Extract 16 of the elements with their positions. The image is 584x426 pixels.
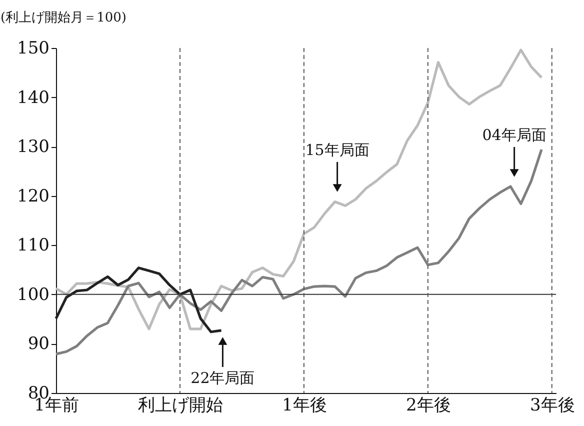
annotation: 04年局面 [482, 126, 546, 144]
y-tick-label: 130 [17, 137, 50, 158]
x-tick-label: 2年後 [406, 396, 451, 416]
annotation: 22年局面 [190, 369, 255, 387]
y-tick-label: 120 [17, 186, 50, 206]
y-tick-label: 140 [17, 88, 50, 108]
y-tick-label: 150 [17, 38, 50, 58]
x-tick-label: 3年後 [530, 396, 575, 416]
y-tick-label: 100 [17, 284, 50, 305]
x-tick-label: 利上げ開始 [138, 396, 223, 416]
y-axis-title: (利上げ開始月＝100) [0, 10, 126, 26]
y-tick-label: 110 [17, 236, 50, 256]
x-tick-label: 1年後 [282, 396, 327, 416]
y-tick-label: 90 [28, 334, 50, 354]
line-series [54, 266, 223, 334]
annotation: 15年局面 [305, 141, 370, 159]
